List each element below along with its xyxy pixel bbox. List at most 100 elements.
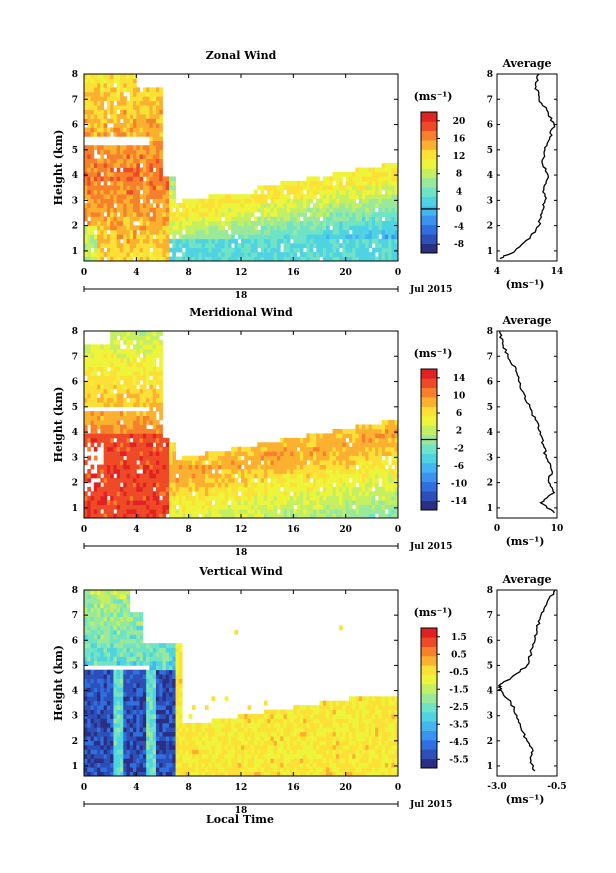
panel-2-cell (335, 491, 340, 497)
panel-3-cell (110, 612, 114, 617)
panel-2-cell (106, 460, 111, 465)
panel-2-cell (293, 486, 297, 492)
panel-1-cell (139, 118, 144, 124)
panel-2-cell (175, 495, 180, 501)
panel-1-cell (290, 247, 294, 253)
panel-1-cell (133, 118, 137, 124)
panel-1-cell (159, 207, 163, 213)
panel-3-cell (84, 687, 88, 693)
panel-1-cell (139, 114, 144, 119)
panel-2-cell (119, 486, 124, 492)
panel-1-cell (260, 207, 265, 213)
panel-1-cell (191, 256, 196, 262)
panel-1-cell (218, 216, 222, 222)
panel-2-cell (149, 455, 154, 461)
panel-2-cell (218, 464, 222, 470)
panel-2-cell (312, 504, 317, 510)
panel-2-cell (119, 388, 124, 394)
panel-1-cell (106, 256, 111, 262)
panel-2-cell (195, 509, 199, 514)
panel-1-cell (110, 216, 114, 222)
panel-1-cell (371, 229, 376, 235)
panel-2-cell (97, 433, 101, 439)
panel-2-cell (250, 500, 255, 506)
panel-1-cell (384, 163, 389, 168)
panel-1-cell (381, 220, 386, 226)
panel-2-cell (133, 384, 137, 390)
panel-2-cell (214, 464, 219, 470)
panel-2-cell (159, 433, 163, 439)
panel-2-cell (276, 491, 281, 497)
panel-2-cell (113, 331, 118, 336)
panel-1-cell (165, 207, 170, 213)
panel-1-cell (250, 256, 255, 262)
panel-3-cell (84, 745, 88, 750)
panel-1-cell (365, 238, 369, 244)
panel-2-cell (169, 477, 173, 483)
panel-2-cell (394, 509, 399, 514)
panel-1-cell (352, 171, 356, 177)
panel-1-cell (113, 234, 118, 240)
panel-1-cell (90, 216, 95, 222)
panel-2-cell (227, 513, 232, 519)
panel-1-cell (87, 87, 91, 93)
panel-2-cell (198, 491, 203, 497)
panel-1-cell (103, 114, 108, 119)
panel-1-cell (362, 176, 366, 182)
panel-2-cell (182, 486, 186, 492)
panel-1-cell (146, 238, 150, 244)
panel-1-cell (87, 247, 91, 253)
panel-1-cell (358, 198, 363, 204)
panel-1-cell (139, 216, 144, 222)
panel-1-cell (149, 176, 154, 182)
panel-1-cell (129, 252, 134, 257)
panel-2-xtick-label: 8 (186, 525, 192, 535)
panel-2-cell (106, 411, 111, 416)
panel-2-cell (100, 384, 105, 390)
panel-2-cell (296, 473, 301, 479)
panel-1-cell (283, 216, 288, 222)
panel-2-cell (129, 379, 134, 385)
panel-1-cell (149, 145, 154, 151)
panel-2-cell (345, 464, 350, 470)
panel-2-cell (165, 486, 170, 492)
panel-1-cell (247, 229, 252, 235)
panel-3-cell (84, 616, 88, 622)
panel-1-cell (165, 194, 170, 200)
panel-2-cell (191, 486, 196, 492)
panel-1-cell (123, 109, 127, 115)
panel-1-cell (394, 185, 399, 191)
panel-1-cell (362, 207, 366, 213)
panel-1-cell (378, 203, 383, 208)
panel-2-cell (119, 411, 124, 416)
panel-1-cell (159, 131, 163, 137)
panel-2-cell (312, 477, 317, 483)
panel-1-cell (149, 171, 154, 177)
panel-2-cell (250, 477, 255, 483)
panel-3-cell (110, 691, 114, 697)
panel-3-cell (126, 771, 131, 777)
panel-1-cell (201, 220, 206, 226)
panel-2-cell (319, 513, 324, 519)
panel-1-cell (319, 252, 324, 257)
panel-2-cell (146, 339, 150, 345)
panel-2-cell (355, 495, 360, 501)
panel-1-cell (146, 243, 150, 249)
panel-3-cell (119, 709, 124, 715)
panel-1-cell (384, 234, 389, 240)
panel-1-cell (211, 247, 216, 253)
panel-1-cell (214, 225, 219, 231)
panel-2-cell (155, 393, 160, 399)
panel-2-cell (169, 464, 173, 470)
panel-1-cell (188, 247, 193, 253)
panel-3-cell (103, 714, 108, 719)
panel-1-cell (133, 91, 137, 97)
panel-2-cell (299, 477, 304, 483)
panel-2-cell (241, 460, 245, 465)
panel-3-cell (106, 745, 111, 750)
panel-1-cell (106, 203, 111, 208)
panel-1-cell (293, 247, 297, 253)
panel-1-cell (312, 243, 317, 249)
panel-1-cell (110, 247, 114, 253)
panel-2-cell (110, 411, 114, 416)
